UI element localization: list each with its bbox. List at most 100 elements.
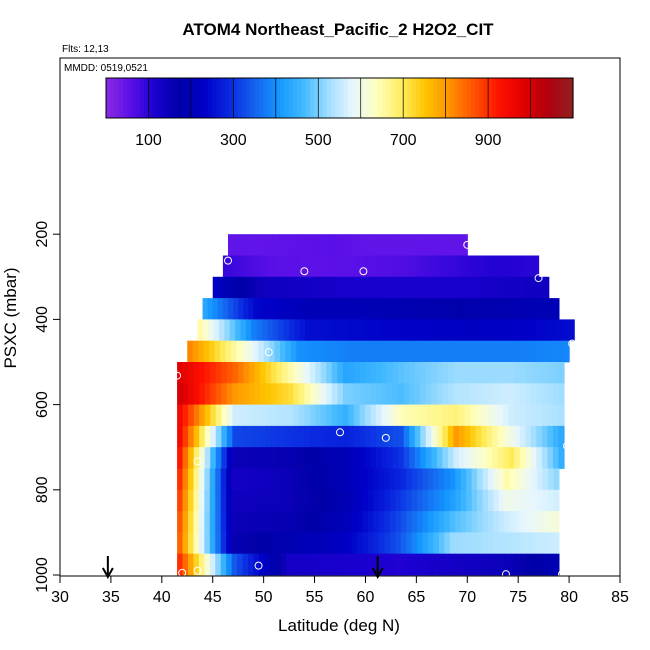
heatmap-cell xyxy=(361,276,367,299)
colorbar-swatch xyxy=(530,78,536,118)
heatmap-cell xyxy=(460,553,467,576)
heatmap-cell xyxy=(280,511,287,533)
heatmap-cell xyxy=(313,255,319,278)
heatmap-cell xyxy=(463,234,468,256)
heatmap-cell xyxy=(558,383,565,405)
sample-point xyxy=(359,267,368,276)
heatmap-cell xyxy=(384,489,391,512)
heatmap-cell xyxy=(286,489,293,512)
heatmap-cell xyxy=(357,511,364,533)
heatmap-cell xyxy=(220,553,227,576)
heatmap-cell xyxy=(411,511,418,533)
heatmap-cell xyxy=(525,340,532,363)
heatmap-cell xyxy=(419,276,425,299)
heatmap-cell xyxy=(232,383,239,405)
heatmap-cell xyxy=(335,489,342,512)
heatmap-cell xyxy=(278,319,285,342)
heatmap-cell xyxy=(541,319,548,342)
heatmap-cell xyxy=(422,234,427,256)
heatmap-cell xyxy=(232,404,239,427)
heatmap-cell xyxy=(381,234,386,256)
heatmap-cell xyxy=(331,447,338,469)
heatmap-cell xyxy=(188,447,195,469)
heatmap-cell xyxy=(378,553,385,576)
heatmap-cell xyxy=(447,383,455,405)
y-axis-label: PSXC (mbar) xyxy=(1,267,20,368)
heatmap-cell xyxy=(509,489,516,512)
heatmap-cell xyxy=(228,234,233,256)
heatmap-cell xyxy=(237,489,244,512)
heatmap-cell xyxy=(298,362,305,384)
heatmap-cell xyxy=(475,362,482,384)
heatmap-cell xyxy=(462,298,468,320)
heatmap-cell xyxy=(536,425,543,448)
heatmap-cell xyxy=(385,276,391,299)
heatmap-cell xyxy=(433,532,440,555)
colorbar-swatch xyxy=(203,78,209,118)
heatmap-cell xyxy=(526,511,533,533)
heatmap-cell xyxy=(275,553,282,576)
heatmap-cell xyxy=(464,383,471,405)
heatmap-cell xyxy=(536,404,543,427)
heatmap-cell xyxy=(387,425,394,448)
heatmap-cell xyxy=(218,319,225,342)
heatmap-cell xyxy=(526,468,533,491)
heatmap-cell xyxy=(274,340,281,363)
heatmap-cell xyxy=(248,447,256,469)
heatmap-cell xyxy=(536,383,543,405)
heatmap-cell xyxy=(313,489,320,512)
heatmap-cell xyxy=(226,362,233,384)
heatmap-cell xyxy=(309,298,316,320)
heatmap-cell xyxy=(236,340,243,363)
heatmap-cell xyxy=(207,298,214,320)
heatmap-cell xyxy=(351,511,358,533)
sample-point xyxy=(563,441,572,450)
colorbar-swatch xyxy=(229,78,234,118)
heatmap-cell xyxy=(523,298,529,320)
heatmap-cell xyxy=(414,362,421,384)
heatmap-cell xyxy=(193,404,200,427)
heatmap-cell xyxy=(433,234,438,256)
heatmap-cell xyxy=(315,425,322,448)
heatmap-cell xyxy=(452,298,458,320)
heatmap-cell xyxy=(541,340,548,363)
colorbar-swatch xyxy=(250,78,256,118)
heatmap-cell xyxy=(221,362,228,384)
heatmap-cell xyxy=(226,511,233,533)
heatmap-cell xyxy=(381,362,388,384)
heatmap-cell xyxy=(498,511,505,533)
heatmap-cell xyxy=(387,404,394,427)
heatmap-cell xyxy=(303,276,310,299)
heatmap-cell xyxy=(438,532,445,555)
heatmap-cell xyxy=(504,511,511,533)
colorbar-swatch xyxy=(207,78,213,118)
heatmap-cell xyxy=(384,511,391,533)
heatmap-cell xyxy=(453,404,460,427)
heatmap-cell xyxy=(276,447,283,469)
heatmap-cell xyxy=(297,511,304,533)
heatmap-cell xyxy=(255,234,260,256)
heatmap-cell xyxy=(182,362,189,384)
heatmap-cell xyxy=(287,383,294,405)
heatmap-cell xyxy=(493,468,500,491)
heatmap-cell xyxy=(308,553,315,576)
heatmap-cell xyxy=(231,532,238,555)
heatmap-cell xyxy=(487,298,494,320)
heatmap-cell xyxy=(428,511,435,533)
heatmap-cell xyxy=(193,425,200,448)
sample-point xyxy=(381,433,390,442)
heatmap-cell xyxy=(429,234,434,256)
heatmap-cell xyxy=(337,276,343,299)
heatmap-cell xyxy=(342,276,348,299)
heatmap-cell xyxy=(321,319,328,342)
heatmap-cell xyxy=(242,511,249,533)
heatmap-cell xyxy=(329,489,336,512)
heatmap-cell xyxy=(398,425,405,448)
heatmap-cell xyxy=(361,340,368,363)
colorbar-swatch xyxy=(364,78,370,118)
heatmap-cell xyxy=(299,298,305,320)
heatmap-cell xyxy=(395,489,402,512)
heatmap-cell xyxy=(543,276,550,299)
y-axis: 200 400 600 800 1000 xyxy=(34,221,61,593)
heatmap-cell xyxy=(197,319,204,342)
